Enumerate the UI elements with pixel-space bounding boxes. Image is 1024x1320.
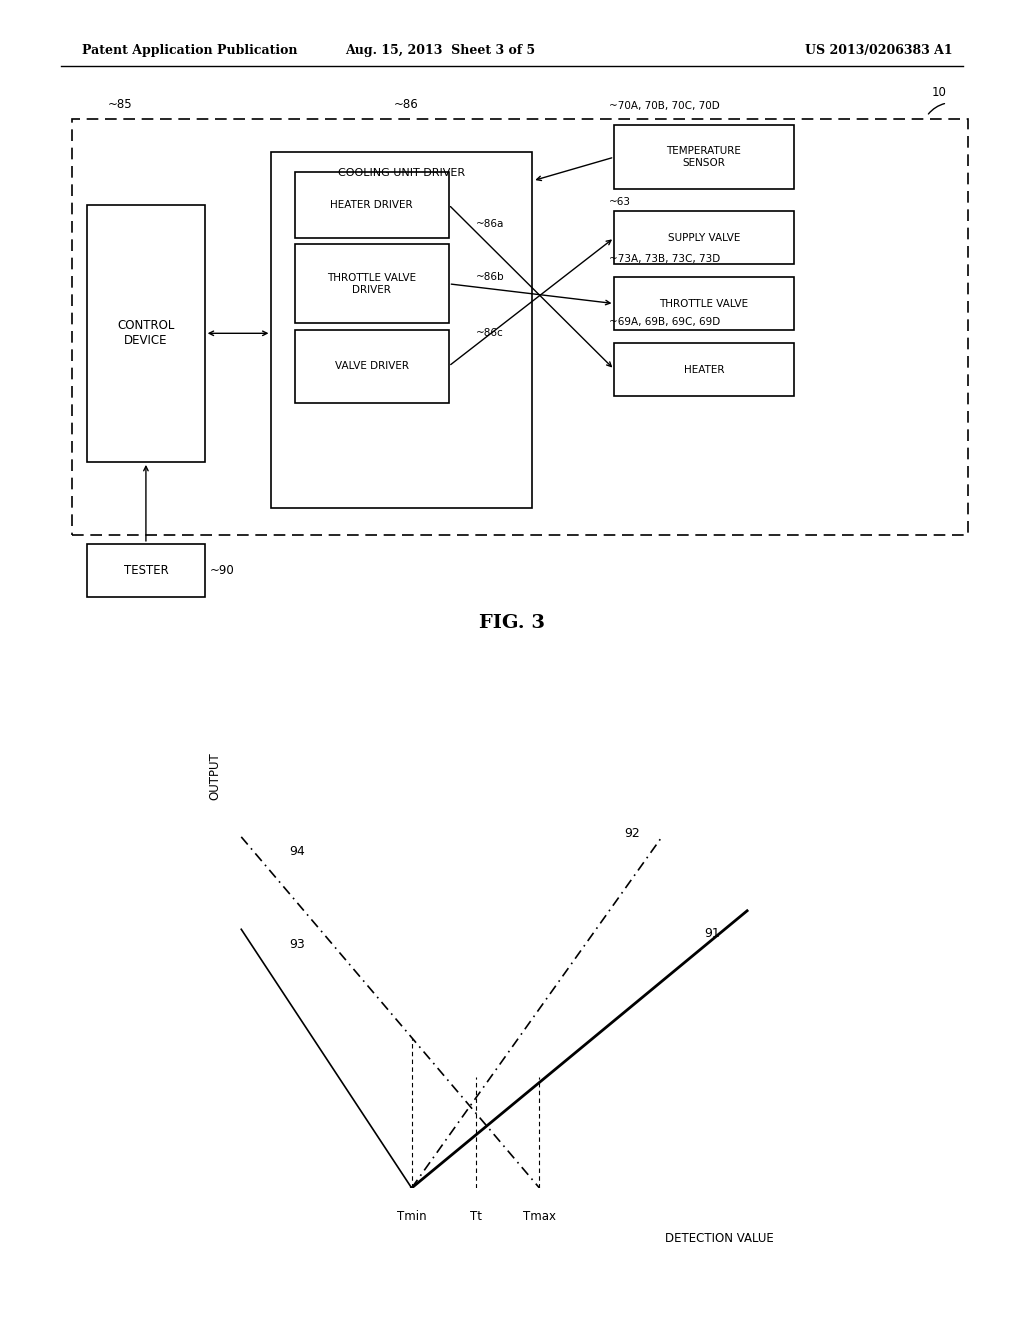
Text: 93: 93 xyxy=(289,937,305,950)
Text: ~70A, 70B, 70C, 70D: ~70A, 70B, 70C, 70D xyxy=(609,100,720,111)
Text: HEATER DRIVER: HEATER DRIVER xyxy=(331,199,413,210)
Bar xyxy=(614,211,794,264)
Text: THROTTLE VALVE: THROTTLE VALVE xyxy=(659,298,749,309)
Bar xyxy=(295,172,449,238)
Text: ~85: ~85 xyxy=(108,98,132,111)
Text: ~73A, 73B, 73C, 73D: ~73A, 73B, 73C, 73D xyxy=(609,253,721,264)
Bar xyxy=(614,277,794,330)
Text: 10: 10 xyxy=(932,86,947,99)
Text: Tmin: Tmin xyxy=(397,1210,426,1224)
Text: ~86c: ~86c xyxy=(476,327,504,338)
Text: SUPPLY VALVE: SUPPLY VALVE xyxy=(668,232,740,243)
Text: TESTER: TESTER xyxy=(124,564,168,577)
Text: Patent Application Publication: Patent Application Publication xyxy=(82,44,297,57)
Text: FIG. 3: FIG. 3 xyxy=(479,614,545,632)
Text: US 2013/0206383 A1: US 2013/0206383 A1 xyxy=(805,44,952,57)
Text: Tmax: Tmax xyxy=(523,1210,556,1224)
Text: Tt: Tt xyxy=(470,1210,481,1224)
Text: TEMPERATURE
SENSOR: TEMPERATURE SENSOR xyxy=(667,147,741,168)
Text: ~69A, 69B, 69C, 69D: ~69A, 69B, 69C, 69D xyxy=(609,317,721,327)
Text: 92: 92 xyxy=(625,826,640,840)
Text: FIG. 4: FIG. 4 xyxy=(479,983,545,1002)
Text: ~63: ~63 xyxy=(609,197,631,207)
Text: Aug. 15, 2013  Sheet 3 of 5: Aug. 15, 2013 Sheet 3 of 5 xyxy=(345,44,536,57)
Bar xyxy=(72,119,968,535)
Text: HEATER: HEATER xyxy=(684,364,724,375)
Text: 94: 94 xyxy=(289,845,305,858)
Bar xyxy=(295,244,449,323)
Bar xyxy=(87,544,205,597)
Text: CONTROL
DEVICE: CONTROL DEVICE xyxy=(117,319,175,347)
Bar xyxy=(295,330,449,403)
Text: ~86: ~86 xyxy=(394,98,419,111)
Text: THROTTLE VALVE
DRIVER: THROTTLE VALVE DRIVER xyxy=(327,273,417,294)
Bar xyxy=(614,125,794,189)
Text: ~86a: ~86a xyxy=(476,219,505,230)
Text: ~86b: ~86b xyxy=(476,272,505,282)
Text: 91: 91 xyxy=(705,927,720,940)
Text: COOLING UNIT DRIVER: COOLING UNIT DRIVER xyxy=(338,168,466,178)
Text: DETECTION VALUE: DETECTION VALUE xyxy=(665,1233,774,1245)
Text: VALVE DRIVER: VALVE DRIVER xyxy=(335,362,409,371)
Text: OUTPUT: OUTPUT xyxy=(208,752,221,800)
Text: ~90: ~90 xyxy=(210,564,234,577)
Bar xyxy=(271,152,532,508)
Bar xyxy=(87,205,205,462)
Bar xyxy=(614,343,794,396)
